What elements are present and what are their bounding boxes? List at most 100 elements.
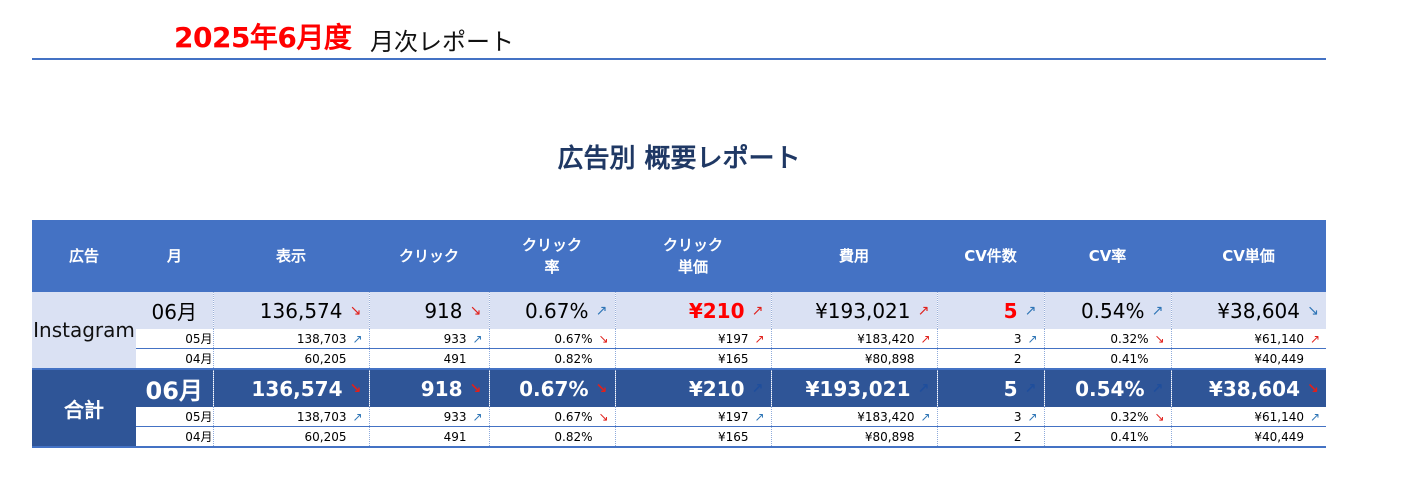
trend-down-icon: ↘ <box>598 331 609 346</box>
value-cell-ctr: 0.82% <box>488 348 615 370</box>
value-cell-cv-rate: 0.41% <box>1043 348 1171 370</box>
report-header: 2025年6月度 月次レポート <box>32 14 1326 60</box>
metric-value: 491 <box>443 351 467 366</box>
trend-down-icon: ↘ <box>1307 302 1319 319</box>
trend-down-icon: ↘ <box>349 302 362 319</box>
header-col-cpa: CV単価 <box>1171 220 1326 292</box>
value-cell-cpa: ¥61,140 ↗ <box>1170 407 1326 427</box>
metric-value: ¥80,898 <box>864 429 915 444</box>
metric-value: 138,703 <box>296 331 347 346</box>
metric-value: 0.67% <box>554 331 593 346</box>
metric-value: 2 <box>1013 351 1022 366</box>
value-cell-cv-rate: 0.32% ↘ <box>1043 329 1171 349</box>
value-cell-cv-count: 3 ↗ <box>936 407 1044 427</box>
month-cell: 06月 <box>136 292 213 329</box>
section-title: 広告別 概要レポート <box>557 144 801 174</box>
trend-up-icon: ↗ <box>754 409 765 424</box>
report-period: 2025年6月度 <box>174 21 352 54</box>
metric-value: 0.32% <box>1110 331 1149 346</box>
trend-up-icon: ↗ <box>1309 409 1321 424</box>
value-cell-cv-rate: 0.32% ↘ <box>1043 407 1171 427</box>
metric-value: 2 <box>1013 429 1022 444</box>
metric-value: ¥193,021 <box>805 376 911 401</box>
value-cell-ctr: 0.67% ↗ <box>488 292 615 329</box>
value-cell-cv-rate: 0.54% ↗ <box>1043 292 1171 329</box>
trend-down-icon: ↘ <box>1154 409 1165 424</box>
trend-up-icon: ↗ <box>1151 380 1164 397</box>
trend-up-icon: ↗ <box>1027 409 1038 424</box>
metric-value: 0.82% <box>554 429 593 444</box>
metric-value: ¥197 <box>717 409 749 424</box>
trend-up-icon: ↗ <box>751 380 764 397</box>
metric-value: 0.82% <box>554 351 593 366</box>
trend-up-icon: ↗ <box>920 409 931 424</box>
value-cell-cv-count: 2 <box>936 426 1044 448</box>
trend-up-icon: ↗ <box>1024 302 1037 319</box>
header-col-cost: 費用 <box>771 220 937 292</box>
metric-value: 491 <box>443 429 467 444</box>
month-cell: 05月 <box>136 407 213 427</box>
value-cell-cpa: ¥38,604 ↘ <box>1170 369 1326 407</box>
trend-up-icon: ↗ <box>920 331 931 346</box>
value-cell-cost: ¥193,021 ↗ <box>770 369 937 407</box>
metric-value: ¥165 <box>717 429 749 444</box>
metric-value: 918 <box>420 376 463 401</box>
month-cell: 06月 <box>136 369 213 407</box>
trend-up-icon: ↗ <box>472 331 483 346</box>
header-col-impressions: 表示 <box>213 220 369 292</box>
metric-value: ¥80,898 <box>864 351 915 366</box>
ad-summary-table: 広告月表示 クリック クリック率クリック 単価 費用 CV件数 CV率 CV単価 Instag… <box>32 220 1326 448</box>
header-col-ctr: クリック率 <box>489 220 615 292</box>
value-cell-impressions: 138,703 ↗ <box>212 329 369 349</box>
metric-value: ¥165 <box>717 351 749 366</box>
value-cell-clicks: 491 <box>368 348 489 370</box>
header-col-cv-rate: CV率 <box>1044 220 1171 292</box>
trend-up-icon: ↗ <box>595 302 608 319</box>
metric-value: 5 <box>1003 376 1018 401</box>
table-body: Instagram 06月 136,574 ↘ 918 ↘ 0.67% ↗ ¥210 ↗ ¥193,… <box>32 292 1326 448</box>
report-subtitle: 月次レポート <box>370 28 514 56</box>
metric-value: ¥183,420 <box>857 409 915 424</box>
value-cell-cv-rate: 0.54% ↗ <box>1043 369 1171 407</box>
metric-value: 136,574 <box>251 376 343 401</box>
value-cell-cpa: ¥61,140 ↗ <box>1170 329 1326 349</box>
table-row-sub: 04月 60,205 491 0.82% ¥165 ¥80,898 2 0.41% ¥40,44… <box>32 348 1326 370</box>
trend-up-icon: ↗ <box>1151 302 1164 319</box>
value-cell-cost: ¥80,898 <box>770 348 937 370</box>
metric-value: 0.41% <box>1110 351 1149 366</box>
header-col-clicks: クリック <box>369 220 489 292</box>
metric-value: 3 <box>1013 409 1022 424</box>
metric-value: 0.54% <box>1080 298 1145 323</box>
metric-value: ¥38,604 <box>1217 298 1300 323</box>
metric-value: 136,574 <box>259 298 343 323</box>
trend-up-icon: ↗ <box>352 331 363 346</box>
value-cell-cost: ¥183,420 ↗ <box>770 407 937 427</box>
trend-down-icon: ↘ <box>595 380 608 397</box>
value-cell-cv-count: 2 <box>936 348 1044 370</box>
metric-value: 0.67% <box>519 376 589 401</box>
value-cell-cpa: ¥40,449 <box>1170 348 1326 370</box>
metric-value: 933 <box>443 409 467 424</box>
trend-up-icon: ↗ <box>352 409 363 424</box>
table-row-sub: 05月 138,703 ↗ 933 ↗ 0.67% ↘ ¥197 ↗ ¥183,420 ↗ 3 ↗ 0.3… <box>32 329 1326 349</box>
header-col-ad: 広告 <box>32 220 136 292</box>
metric-value: 0.41% <box>1110 429 1149 444</box>
trend-up-icon: ↗ <box>472 409 483 424</box>
metric-value: ¥40,449 <box>1254 351 1304 366</box>
value-cell-ctr: 0.67% ↘ <box>488 329 615 349</box>
value-cell-cost: ¥193,021 ↗ <box>770 292 937 329</box>
month-cell: 05月 <box>136 329 213 349</box>
trend-up-icon: ↗ <box>1309 331 1321 346</box>
metric-value: ¥38,604 <box>1208 376 1300 401</box>
value-cell-cpc: ¥165 <box>614 348 771 370</box>
metric-value: ¥61,140 <box>1254 331 1304 346</box>
value-cell-cpc: ¥197 ↗ <box>614 407 771 427</box>
value-cell-impressions: 60,205 <box>212 426 369 448</box>
trend-down-icon: ↘ <box>1307 380 1319 397</box>
table-row-sub: 04月 60,205 491 0.82% ¥165 ¥80,898 2 0.41% ¥40,44… <box>32 426 1326 448</box>
trend-down-icon: ↘ <box>1154 331 1165 346</box>
metric-value: 0.54% <box>1075 376 1145 401</box>
trend-up-icon: ↗ <box>1027 331 1038 346</box>
table-row-sub: 05月 138,703 ↗ 933 ↗ 0.67% ↘ ¥197 ↗ ¥183,420 ↗ 3 ↗ 0.3… <box>32 407 1326 427</box>
trend-down-icon: ↘ <box>598 409 609 424</box>
